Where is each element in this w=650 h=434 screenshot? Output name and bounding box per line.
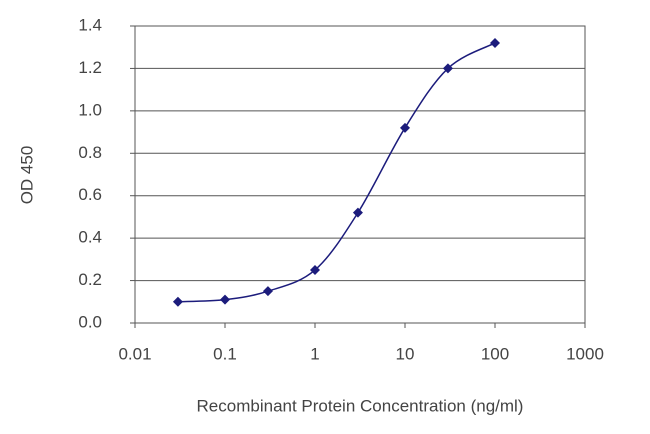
y-tick-label: 1.4 — [78, 15, 102, 34]
y-tick-label: 0.4 — [78, 228, 102, 247]
y-tick-label: 0.0 — [78, 312, 102, 331]
data-point — [400, 122, 410, 133]
x-tick-label: 0.01 — [118, 344, 151, 363]
data-line — [177, 42, 496, 303]
plot-frame — [134, 25, 586, 324]
y-tick-label: 1.0 — [78, 100, 102, 119]
data-point — [262, 286, 273, 297]
x-tick-label: 1000 — [566, 344, 604, 363]
data-point — [310, 264, 320, 275]
x-tick-label: 0.1 — [213, 344, 237, 363]
x-axis-title: Recombinant Protein Concentration (ng/ml… — [197, 396, 524, 415]
y-tick-label: 1.2 — [78, 58, 102, 77]
data-point — [442, 63, 453, 74]
y-tick-label: 0.8 — [78, 143, 102, 162]
data-point — [490, 37, 500, 48]
y-tick-label: 0.2 — [78, 270, 102, 289]
x-tick-label: 10 — [396, 344, 415, 363]
x-tick-label: 1 — [310, 344, 319, 363]
y-axis-title: OD 450 — [17, 146, 36, 205]
y-tick-label: 0.6 — [78, 185, 102, 204]
x-tick-label: 100 — [481, 344, 509, 363]
data-point — [220, 294, 230, 305]
data-point — [172, 296, 183, 307]
data-point — [352, 207, 363, 218]
